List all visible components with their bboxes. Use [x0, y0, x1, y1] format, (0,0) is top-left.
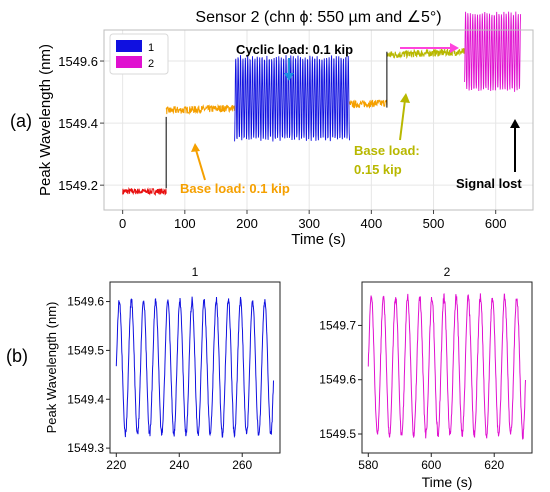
subplot-title: 1	[192, 265, 199, 279]
x-tick-label: 600	[421, 458, 441, 472]
segment-line	[349, 99, 388, 109]
series-line	[464, 11, 522, 92]
x-tick-label: 220	[106, 458, 126, 472]
axes-frame	[109, 281, 281, 454]
x-tick-label: 0	[119, 216, 126, 231]
annotation-signal-lost: Signal lost	[456, 176, 522, 191]
arrow-cyclic-2-head	[450, 43, 459, 53]
series-line	[115, 296, 274, 439]
arrow-signal-lost-head	[510, 119, 520, 128]
panel-label-a: (a)	[10, 111, 32, 131]
x-tick-label: 200	[236, 216, 258, 231]
x-tick-label: 400	[360, 216, 382, 231]
y-axis-label: Peak Wavelength (nm)	[37, 44, 54, 196]
y-tick-label: 1549.5	[319, 427, 356, 441]
arrow-base-load	[195, 149, 206, 181]
x-tick-label: 100	[174, 216, 196, 231]
y-tick-label: 1549.4	[67, 392, 104, 406]
segment-line	[386, 47, 466, 60]
legend-swatch	[116, 56, 142, 68]
subplot-title: 2	[444, 265, 451, 279]
arrow-base-load-2	[399, 99, 406, 141]
panel-label-b: (b)	[6, 346, 28, 366]
annotation-cyclic: Cyclic load: 0.1 kip	[236, 42, 353, 57]
chart-b1: 220 240 260 1549.3 1549.4 1549.5 1549.6 1 Peak W…	[44, 265, 281, 472]
y-axis-label: Peak Wavelength (nm)	[44, 302, 59, 434]
x-tick-label: 580	[358, 458, 378, 472]
x-tick-label: 620	[484, 458, 504, 472]
x-axis-label: Time (s)	[291, 231, 345, 248]
x-tick-label: 500	[423, 216, 445, 231]
legend-label: 1	[148, 42, 154, 54]
chart-a: 0 100 200 300 400 500 600 1549.2 1549.4 1549.6 Sen…	[37, 9, 534, 248]
segment-line	[122, 186, 167, 197]
y-tick-label: 1549.2	[58, 178, 98, 193]
axes-frame	[103, 29, 534, 211]
y-tick-label: 1549.4	[58, 116, 98, 131]
y-tick-label: 1549.6	[58, 54, 98, 69]
x-tick-label: 260	[232, 458, 252, 472]
annotation-base-load-2b: 0.15 kip	[354, 162, 402, 177]
x-tick-label: 600	[485, 216, 507, 231]
legend-label: 2	[148, 58, 154, 70]
chart-b2: 580 600 620 1549.5 1549.6 1549.7 2 Time (s)	[319, 265, 533, 490]
legend-swatch	[116, 40, 142, 52]
annotation-base-load-2a: Base load:	[354, 143, 420, 158]
axes-frame	[361, 281, 533, 454]
series-line	[367, 293, 526, 440]
y-tick-label: 1549.3	[67, 441, 104, 455]
arrow-base-load-head	[191, 143, 200, 152]
y-tick-label: 1549.5	[67, 343, 104, 357]
x-tick-label: 300	[298, 216, 320, 231]
arrow-cyclic-head	[284, 73, 294, 81]
annotation-base-load: Base load: 0.1 kip	[180, 181, 290, 196]
segment-line	[165, 103, 236, 116]
arrow-base-load-2-head	[400, 93, 410, 103]
x-axis-label: Time (s)	[422, 474, 473, 490]
x-tick-label: 240	[169, 458, 189, 472]
y-tick-label: 1549.7	[319, 318, 356, 332]
y-tick-label: 1549.6	[67, 295, 104, 309]
chart-title: Sensor 2 (chn ϕ: 550 µm and ∠5°)	[195, 9, 441, 26]
y-tick-label: 1549.6	[319, 373, 356, 387]
series-line	[234, 54, 350, 142]
